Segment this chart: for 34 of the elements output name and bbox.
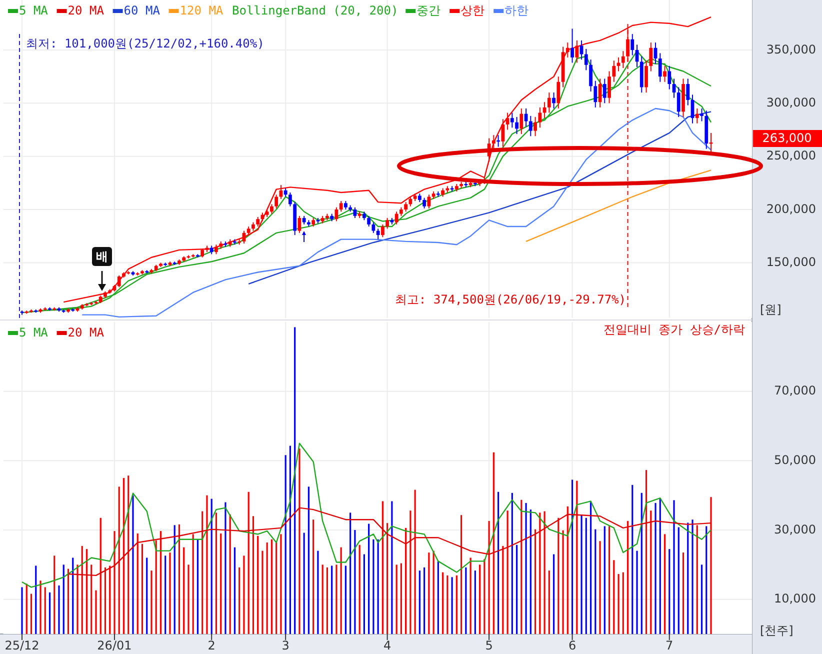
- x-tick-label: 25/12: [4, 638, 40, 652]
- x-tick-label: 6: [568, 638, 576, 652]
- y-tick-label: 350,000: [766, 42, 816, 56]
- y-tick-label: 200,000: [766, 202, 816, 216]
- x-tick-label: 5: [485, 638, 493, 652]
- legend-label: 중간: [416, 3, 441, 18]
- x-tick-label: 2: [208, 638, 216, 652]
- legend-label: 20 MA: [68, 3, 105, 18]
- y-tick-label: 30,000: [774, 522, 816, 536]
- annotation: 최고: 374,500원(26/06/19,-29.77%): [394, 292, 626, 306]
- y-tick-label: 70,000: [774, 384, 816, 398]
- legend-label: 5 MA: [19, 325, 49, 340]
- y-tick-label: 250,000: [766, 148, 816, 163]
- annotation: 배: [96, 249, 108, 264]
- x-tick-label: 7: [666, 638, 674, 652]
- y-tick-label: 150,000: [766, 254, 816, 269]
- x-tick-label: 4: [383, 638, 392, 652]
- y-tick-label: 50,000: [774, 452, 816, 467]
- legend-label: 60 MA: [124, 3, 161, 18]
- legend-label: 120 MA: [180, 3, 224, 18]
- legend-label: 20 MA: [68, 325, 105, 340]
- y-tick-label: 300,000: [766, 95, 816, 110]
- text: [원]: [760, 302, 782, 316]
- y-tick-label: 10,000: [774, 592, 816, 606]
- legend-label: 상한: [460, 3, 485, 18]
- legend-title: BollingerBand (20, 200): [232, 3, 398, 18]
- x-tick-label: 26/01: [97, 638, 132, 652]
- text: [천주]: [760, 623, 794, 638]
- x-tick-label: 3: [282, 638, 290, 652]
- text: 263,000: [762, 130, 812, 145]
- legend-label: 하한: [504, 3, 529, 18]
- annotation: 최저: 101,000원(25/12/02,+160.40%): [26, 36, 264, 50]
- legend-label: 5 MA: [19, 3, 49, 18]
- annotation: 전일대비 종가 상승/하락: [603, 322, 745, 336]
